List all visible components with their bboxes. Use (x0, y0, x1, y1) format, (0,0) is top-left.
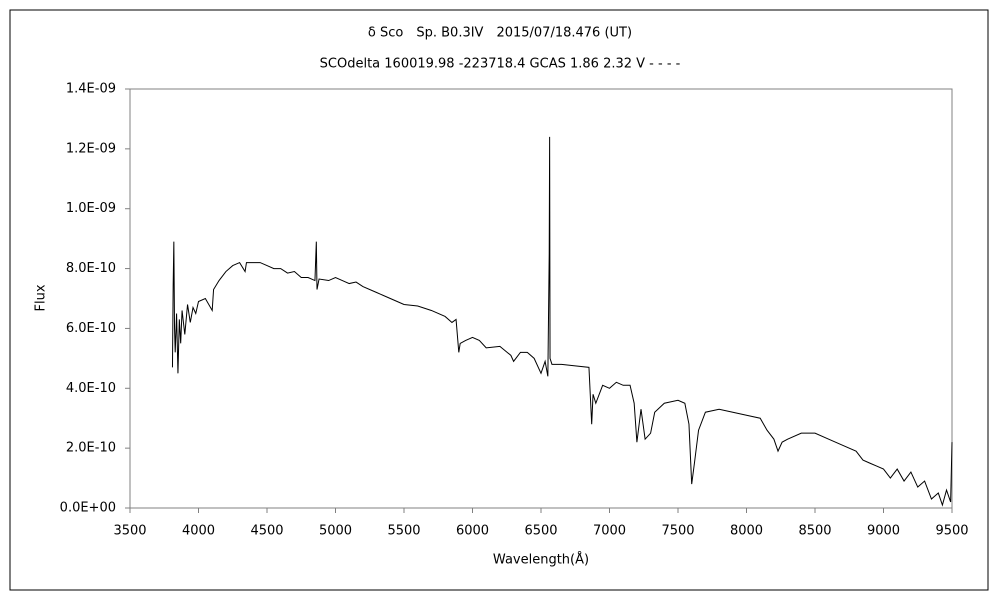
y-tick-label: 1.0E-09 (66, 201, 116, 216)
chart-subtitle: SCOdelta 160019.98 -223718.4 GCAS 1.86 2… (320, 57, 681, 72)
x-tick-label: 8000 (730, 524, 763, 539)
x-axis-label: Wavelength(Å) (493, 552, 589, 568)
x-tick-label: 3500 (113, 524, 146, 539)
x-tick-label: 6000 (456, 524, 489, 539)
chart-title: δ Sco Sp. B0.3IV 2015/07/18.476 (UT) (368, 26, 632, 41)
spectrum-line (171, 136, 953, 507)
y-tick-label: 4.0E-10 (66, 381, 116, 396)
y-tick-label: 1.4E-09 (66, 82, 116, 97)
x-tick-label: 7000 (593, 524, 626, 539)
x-tick-label: 5500 (387, 524, 420, 539)
y-tick-label: 1.2E-09 (66, 141, 116, 156)
y-tick-label: 8.0E-10 (66, 261, 116, 276)
chart-border (9, 9, 989, 591)
y-tick-label: 2.0E-10 (66, 441, 116, 456)
y-tick-label: 0.0E+00 (60, 501, 116, 516)
x-tick-label: 7500 (661, 524, 694, 539)
y-axis-label: Flux (34, 284, 49, 311)
x-tick-label: 6500 (524, 524, 557, 539)
y-tick-label: 6.0E-10 (66, 321, 116, 336)
x-tick-label: 9000 (867, 524, 900, 539)
x-tick-label: 4500 (250, 524, 283, 539)
plot-area (129, 88, 953, 509)
x-tick-label: 5000 (319, 524, 352, 539)
x-tick-label: 9500 (935, 524, 968, 539)
x-tick-label: 4000 (182, 524, 215, 539)
x-tick-label: 8500 (798, 524, 831, 539)
